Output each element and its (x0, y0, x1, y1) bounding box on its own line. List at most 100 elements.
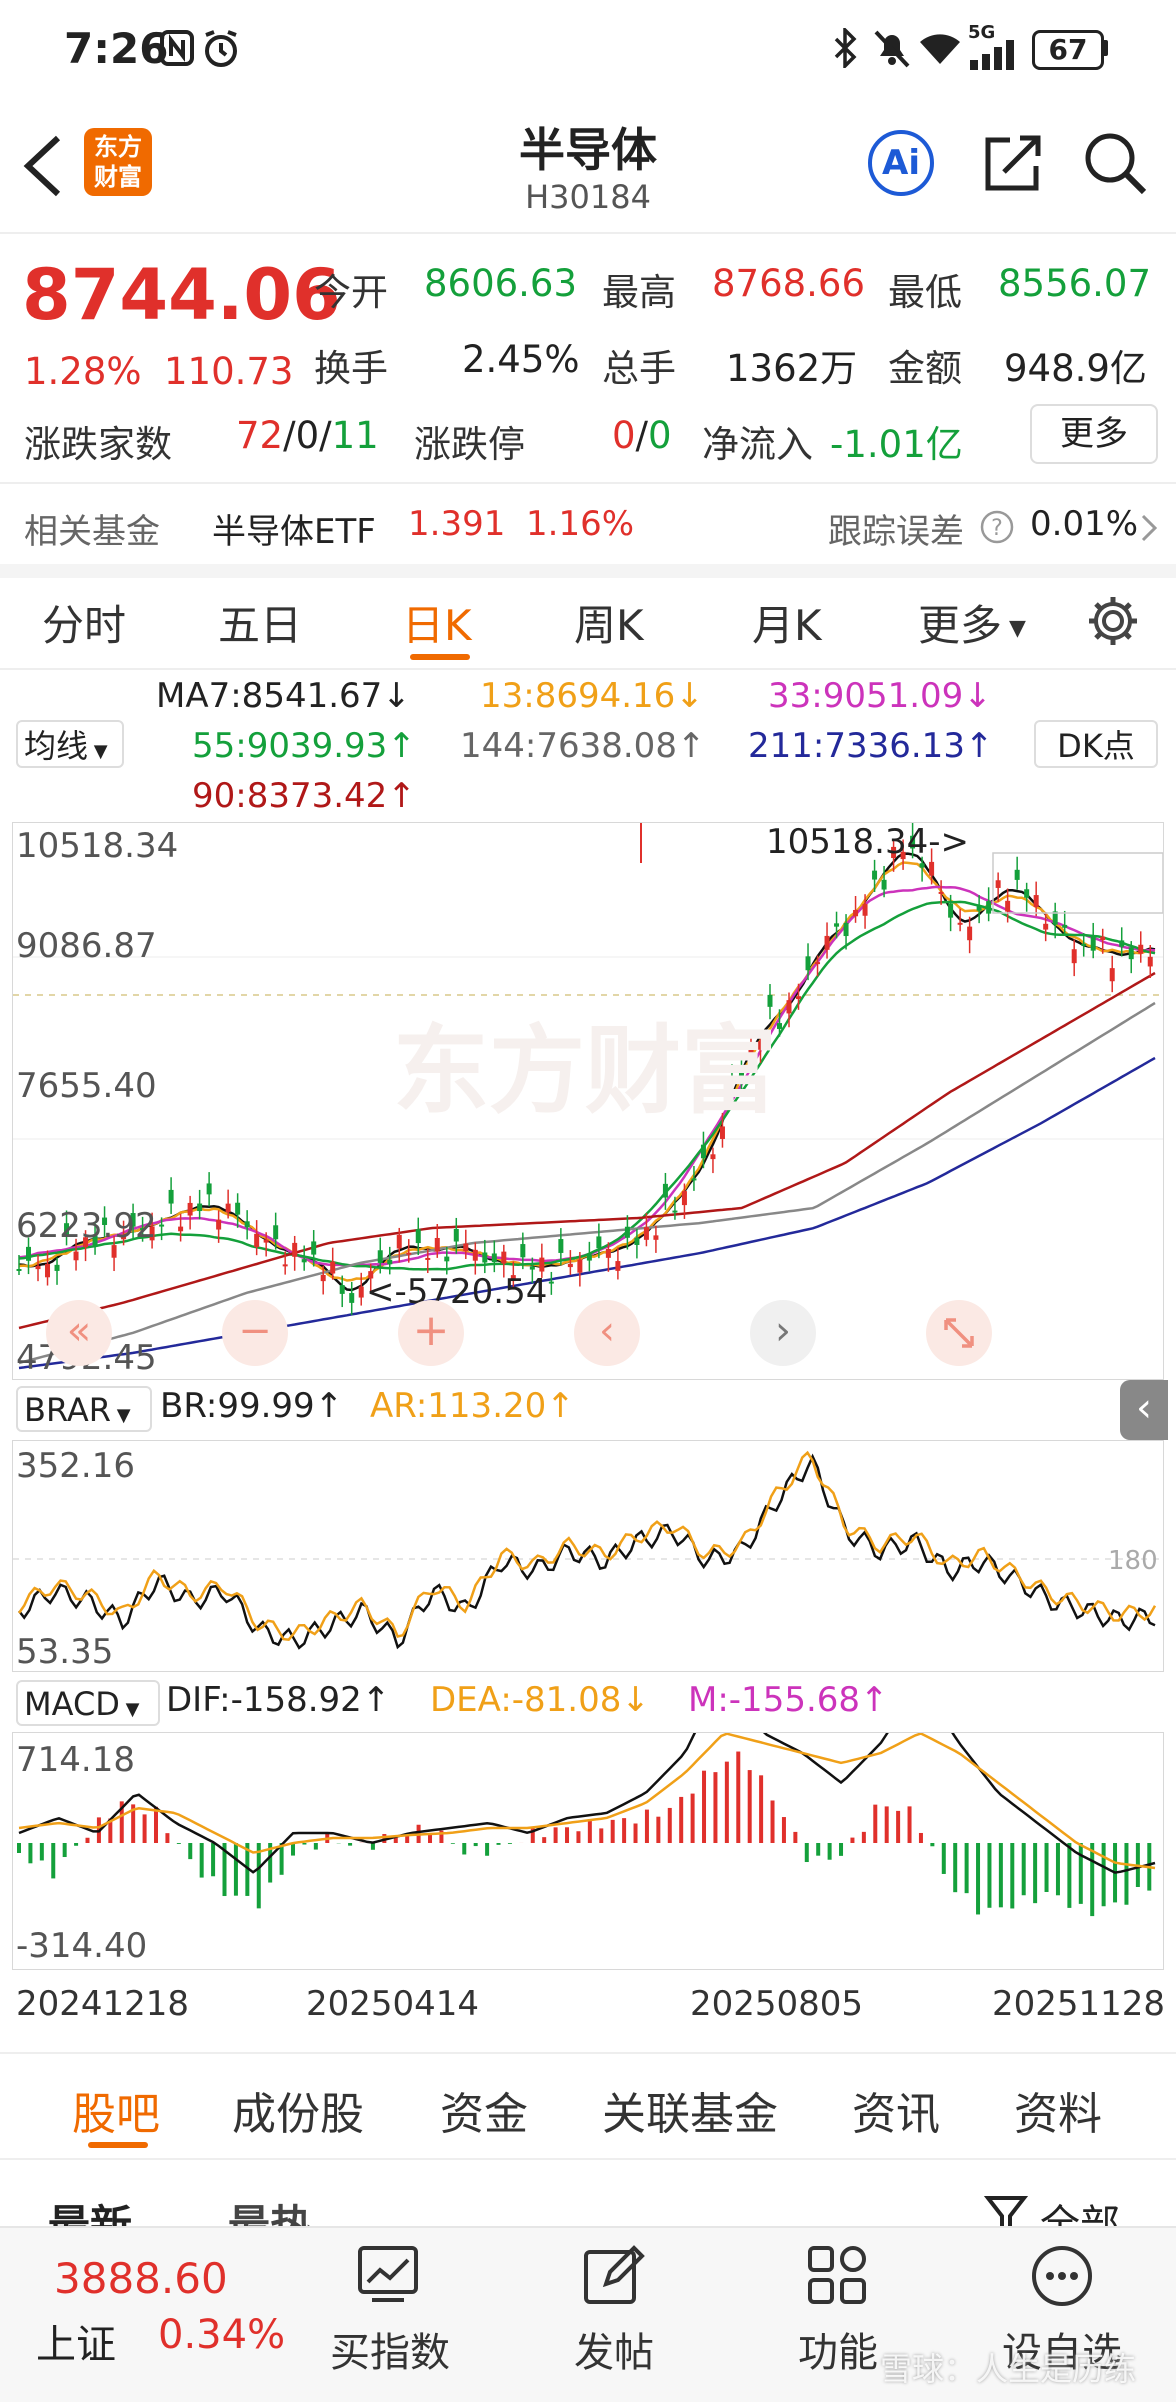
brar-selector-label: BRAR (24, 1391, 111, 1429)
sub-tab-all[interactable]: 全部 (1040, 2192, 1120, 2226)
chevron-right-icon (1140, 514, 1158, 542)
macd-bar (188, 1843, 192, 1859)
ai-button[interactable]: Ai (868, 130, 934, 196)
candle-body (1148, 957, 1153, 967)
candle-body (245, 1221, 250, 1227)
tab-daily-k[interactable]: 日K (402, 592, 472, 653)
macd-bar (839, 1843, 843, 1856)
ma-selector[interactable]: 均线 ▼ (16, 720, 124, 768)
macd-bar (908, 1806, 912, 1843)
candle-body (444, 1257, 449, 1262)
candle-body (863, 904, 868, 916)
macd-bar (485, 1843, 489, 1856)
tab-constituents[interactable]: 成份股 (232, 2078, 364, 2142)
tab-forum[interactable]: 股吧 (72, 2078, 160, 2142)
macd-bar (1033, 1843, 1037, 1903)
brar-selector[interactable]: BRAR ▼ (16, 1386, 152, 1432)
macd-bar (736, 1752, 740, 1843)
ma13-value: 13:8694.16↓ (480, 676, 704, 716)
scroll-start-button[interactable]: « (46, 1300, 112, 1366)
macd-bar (565, 1827, 569, 1843)
breadth-sep2: / (319, 414, 331, 457)
scroll-right-button[interactable]: › (750, 1300, 816, 1366)
market-index-widget[interactable]: 3888.60 上证 0.34% (0, 2228, 290, 2402)
dk-point-button[interactable]: DK点 (1034, 720, 1158, 768)
settings-icon[interactable] (1086, 594, 1140, 648)
candle-body (806, 956, 811, 970)
macd-bar (177, 1843, 181, 1844)
macd-bar (599, 1828, 603, 1843)
macd-y-top: 714.18 (16, 1740, 135, 1780)
macd-bar (634, 1823, 638, 1843)
share-icon[interactable] (980, 130, 1046, 196)
brar-chart[interactable] (12, 1440, 1164, 1672)
y-label-4: 6223.92 (16, 1206, 157, 1246)
more-button[interactable]: 更多 (1030, 404, 1158, 464)
range-box (993, 853, 1163, 913)
candle-body (644, 1227, 649, 1240)
candle-body (882, 880, 887, 890)
tab-more[interactable]: 更多 ▼ (918, 592, 1026, 653)
zoom-out-button[interactable]: − (222, 1300, 288, 1366)
x-date-2: 20250414 (306, 1984, 479, 2024)
tab-related-funds[interactable]: 关联基金 (602, 2078, 778, 2142)
nav-buy-index[interactable]: 买指数 (310, 2228, 470, 2402)
dea-value: DEA:-81.08↓ (430, 1680, 650, 1720)
nav-post[interactable]: 发帖 (534, 2228, 694, 2402)
candle-body (1024, 889, 1029, 898)
candle-body (1110, 968, 1115, 981)
volume-label: 总手 (602, 338, 676, 392)
tab-news[interactable]: 资讯 (852, 2078, 940, 2142)
candle-body (606, 1249, 611, 1258)
candle-body (387, 1260, 392, 1265)
collapse-panel-button[interactable]: ‹ (1120, 1380, 1168, 1440)
edit-icon (582, 2244, 646, 2308)
tab-profile[interactable]: 资料 (1014, 2078, 1102, 2142)
brar-y-top: 352.16 (16, 1446, 135, 1486)
candle-body (844, 923, 849, 936)
header: 东方 财富 半导体 H30184 Ai (0, 100, 1176, 232)
candle-body (188, 1203, 193, 1216)
ma33-value: 33:9051.09↓ (768, 676, 992, 716)
tab-weekly-k[interactable]: 周K (574, 592, 644, 653)
open-label: 今开 (314, 262, 388, 316)
candle-body (264, 1240, 269, 1243)
help-icon[interactable]: ? (980, 510, 1014, 544)
macd-bar (1045, 1843, 1049, 1892)
scroll-left-button[interactable]: ‹ (574, 1300, 640, 1366)
zoom-in-button[interactable]: + (398, 1300, 464, 1366)
candle-body (36, 1266, 41, 1269)
candle-body (26, 1247, 31, 1261)
macd-bar (542, 1837, 546, 1843)
tab-intraday[interactable]: 分时 (42, 592, 126, 653)
change-pct: 1.28% (24, 350, 142, 393)
candle-body (454, 1229, 459, 1242)
active-bottom-tab-indicator (88, 2142, 148, 2148)
candle-body (1015, 870, 1020, 880)
macd-bar (508, 1843, 512, 1844)
candle-body (378, 1250, 383, 1263)
sub-tab-hot[interactable]: 最热 (228, 2192, 312, 2226)
divider (0, 2052, 1176, 2054)
signal-icon (968, 40, 1020, 70)
fullscreen-button[interactable] (926, 1300, 992, 1366)
tab-monthly-k[interactable]: 月K (752, 592, 822, 653)
turnover-label: 换手 (314, 338, 388, 392)
ma7-value: MA7:8541.67↓ (156, 676, 411, 716)
breadth-values: 72/0/11 (236, 414, 379, 457)
macd-y-bottom: -314.40 (16, 1926, 147, 1966)
macd-selector[interactable]: MACD ▼ (16, 1680, 160, 1726)
change-value: 110.73 (164, 350, 293, 393)
macd-bar (143, 1814, 147, 1843)
macd-chart[interactable] (12, 1732, 1164, 1970)
tab-capital[interactable]: 资金 (440, 2078, 528, 2142)
search-icon[interactable] (1082, 130, 1148, 196)
x-date-3: 20250805 (690, 1984, 863, 2024)
candle-body (815, 962, 820, 964)
related-fund-row[interactable]: 相关基金 半导体ETF 1.391 1.16% 跟踪误差 ? 0.01% (0, 484, 1176, 564)
inflow-label: 净流入 (702, 414, 813, 468)
sub-tab-latest[interactable]: 最新 (48, 2192, 132, 2226)
tab-five-day[interactable]: 五日 (218, 592, 302, 653)
kline-chart[interactable]: 东方财富 (12, 822, 1164, 1380)
macd-bar (348, 1843, 352, 1846)
